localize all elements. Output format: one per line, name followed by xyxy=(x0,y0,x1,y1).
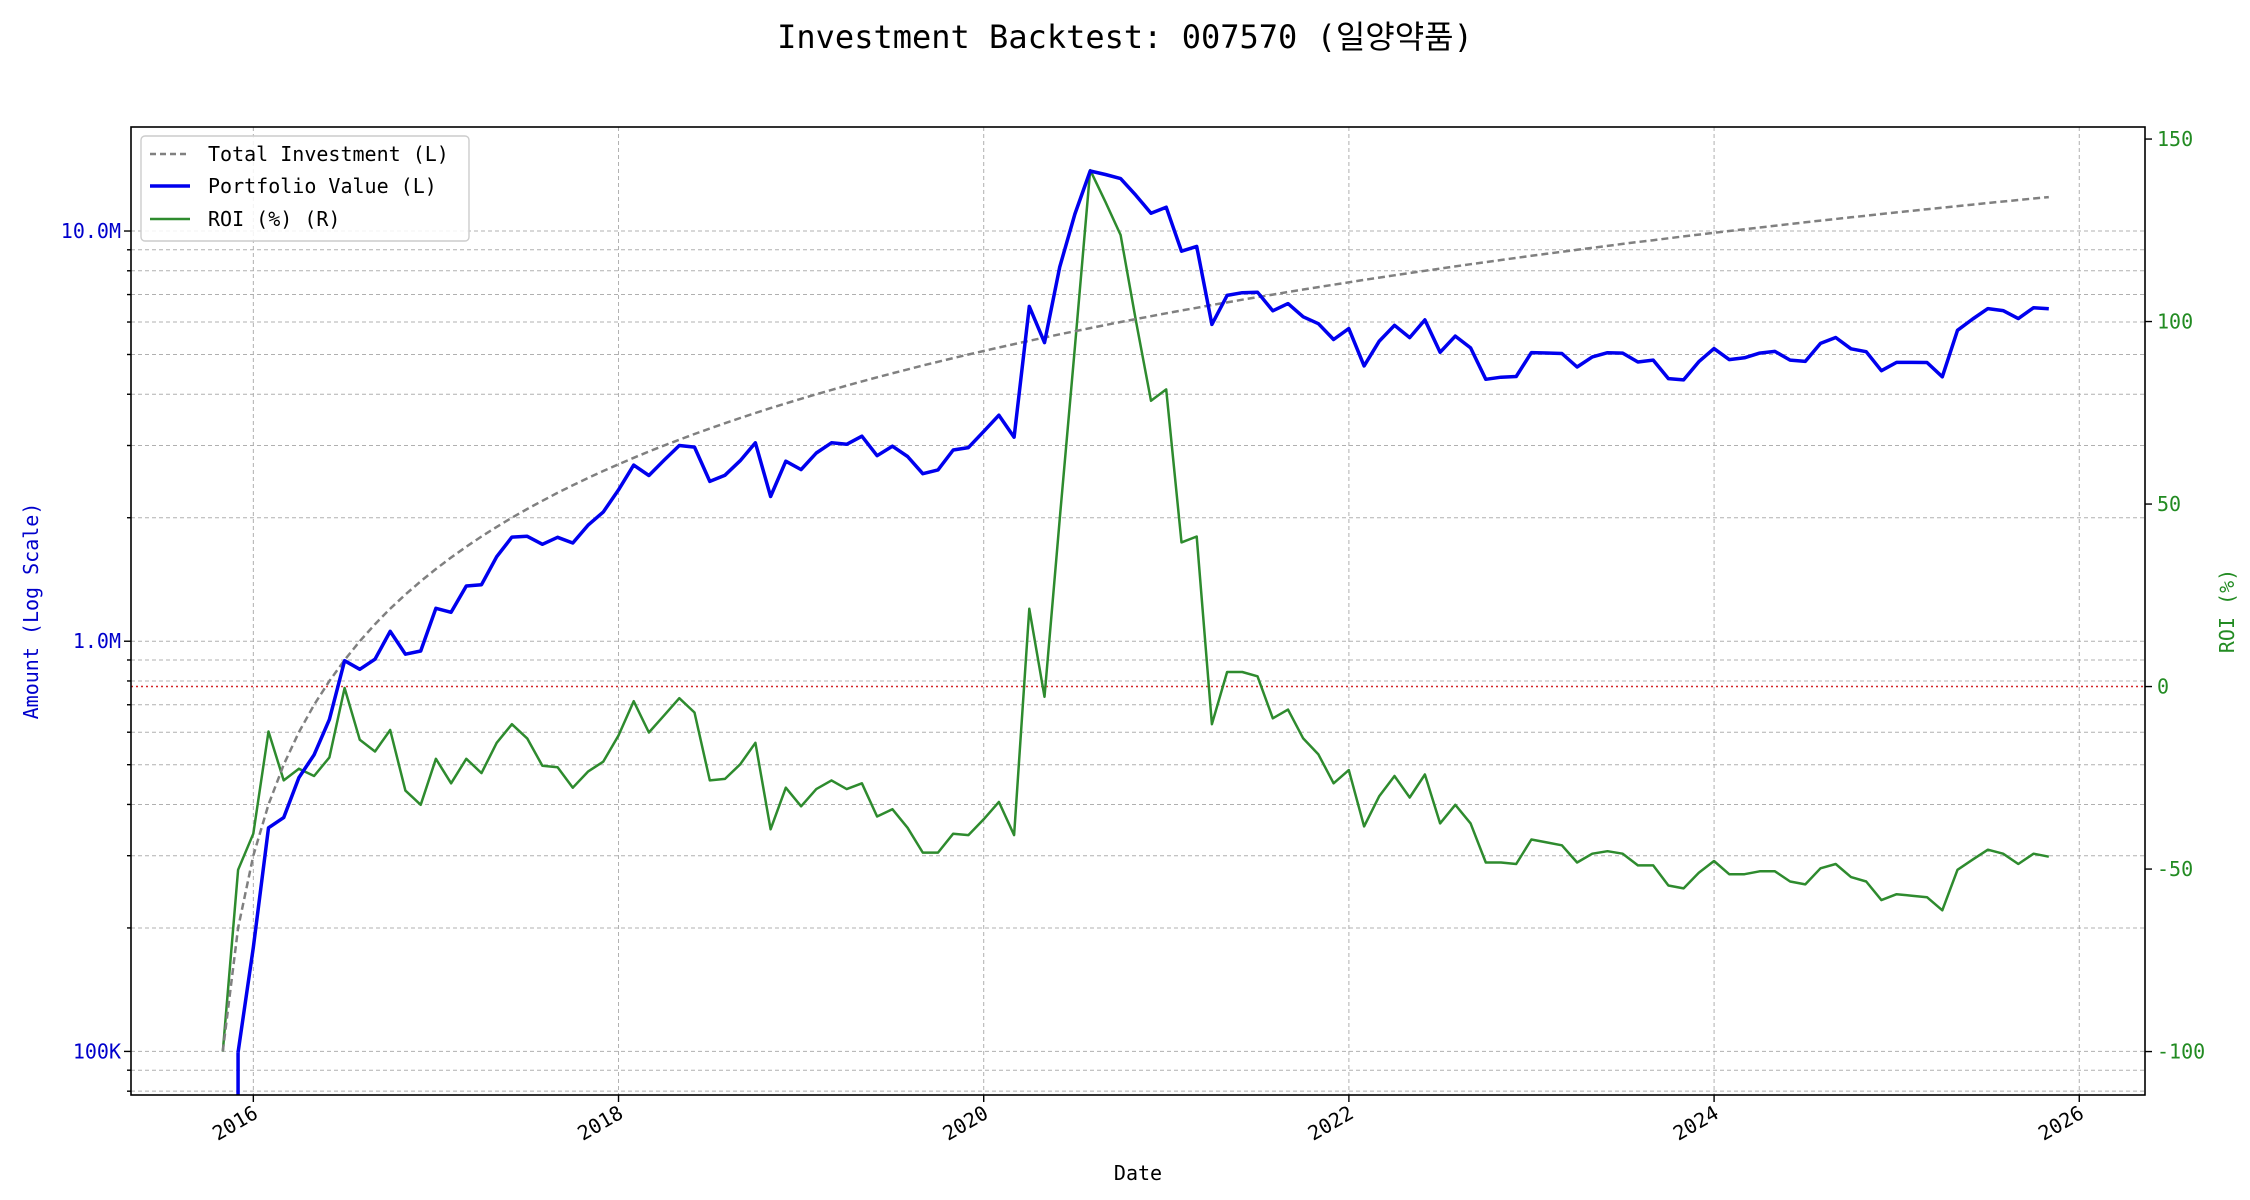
portfolio-value-line xyxy=(236,169,2049,1053)
y-tick-label-right: -50 xyxy=(2157,857,2193,881)
legend-label-roi: ROI (%) (R) xyxy=(208,207,340,231)
x-tick-label: 2020 xyxy=(938,1101,992,1146)
legend-label-portfolio: Portfolio Value (L) xyxy=(208,174,437,198)
total-investment-line xyxy=(221,195,2049,1052)
legend-box xyxy=(140,135,470,242)
x-tick-label: 2016 xyxy=(208,1101,262,1146)
x-tick-label: 2026 xyxy=(2034,1101,2088,1146)
x-tick-label: 2018 xyxy=(573,1101,627,1146)
legend-label-investment: Total Investment (L) xyxy=(208,142,449,166)
x-axis-label: Date xyxy=(1114,1161,1162,1185)
chart-title: Investment Backtest: 007570 (일양약품) xyxy=(777,18,1473,56)
y-tick-label-right: 100 xyxy=(2157,310,2193,334)
y-axis-label-left: Amount (Log Scale) xyxy=(19,503,43,720)
y-tick-label-left: 100K xyxy=(73,1039,121,1063)
plot-frame xyxy=(130,126,2146,1096)
y-tick-label-left: 10.0M xyxy=(61,219,121,243)
y-axis-label-right: ROI (%) xyxy=(2215,569,2239,653)
y-tick-label-right: 150 xyxy=(2157,127,2193,151)
axes: 2016 2018 2020 2022 2024 2026 10.0M 1.0M 100K 150… xyxy=(61,127,2205,1145)
y-tick-label-left: 1.0M xyxy=(73,629,121,653)
series-layer xyxy=(131,168,2145,1095)
y-tick-label-right: -100 xyxy=(2157,1040,2205,1064)
roi-line xyxy=(221,168,2050,1052)
x-tick-label: 2024 xyxy=(1669,1101,1723,1146)
legend: Total Investment (L) Portfolio Value (L)… xyxy=(140,135,470,242)
x-tick-label: 2022 xyxy=(1304,1101,1358,1146)
y-tick-label-right: 0 xyxy=(2157,675,2169,699)
y-tick-label-right: 50 xyxy=(2157,492,2181,516)
